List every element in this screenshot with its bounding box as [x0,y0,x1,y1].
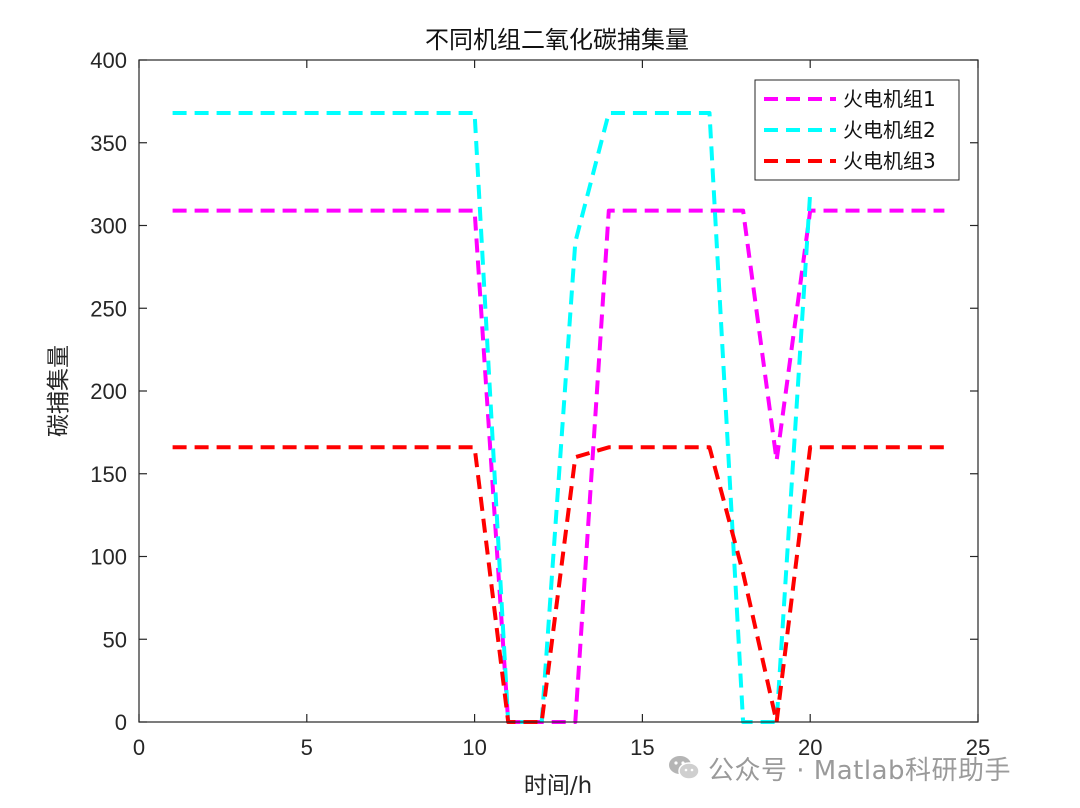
legend-label-1: 火电机组1 [843,87,936,111]
chart-title: 不同机组二氧化碳捕集量 [425,26,689,54]
legend: 火电机组1 火电机组2 火电机组3 [754,79,960,181]
x-tick-label: 15 [630,735,654,760]
legend-label-2: 火电机组2 [843,118,936,142]
watermark: 公众号 · Matlab科研助手 [668,748,1011,788]
y-tick-label: 50 [103,627,127,652]
wechat-icon [669,756,700,780]
y-tick-label: 200 [90,379,127,404]
y-tick-label: 350 [90,131,127,156]
x-tick-label: 20 [798,735,822,760]
watermark-text: 公众号 · Matlab科研助手 [708,755,1012,786]
y-axis-title: 碳捕集量 [46,345,72,437]
y-tick-label: 300 [90,214,127,239]
legend-label-3: 火电机组3 [843,149,936,173]
x-tick-label: 0 [133,735,145,760]
series-layer [172,111,945,724]
series-line-2 [172,111,813,724]
y-tick-label: 0 [115,710,127,735]
x-axis-title: 时间/h [524,773,592,799]
x-tick-label: 25 [966,735,990,760]
y-tick-label: 100 [90,545,127,570]
x-tick-label: 10 [462,735,486,760]
y-tick-label: 250 [90,296,127,321]
y-tick-label: 150 [90,462,127,487]
y-tick-label: 400 [90,48,127,73]
x-tick-label: 5 [301,735,313,760]
